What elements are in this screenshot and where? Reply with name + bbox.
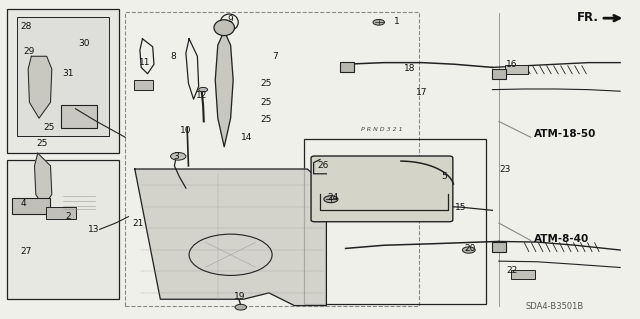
Text: P R N D 3 2 1: P R N D 3 2 1: [361, 127, 403, 132]
FancyBboxPatch shape: [511, 270, 534, 279]
Text: 26: 26: [317, 161, 329, 170]
FancyBboxPatch shape: [504, 65, 528, 74]
Text: 3: 3: [173, 152, 179, 161]
Text: 8: 8: [170, 52, 176, 61]
FancyBboxPatch shape: [12, 198, 50, 214]
FancyBboxPatch shape: [134, 80, 154, 90]
Text: SDA4-B3501B: SDA4-B3501B: [526, 302, 584, 311]
Text: 4: 4: [20, 199, 26, 208]
Circle shape: [373, 19, 385, 25]
Text: 29: 29: [24, 47, 35, 56]
Text: 9: 9: [228, 15, 234, 24]
Text: 30: 30: [78, 39, 90, 48]
Text: FR.: FR.: [577, 11, 598, 24]
Text: 18: 18: [404, 64, 415, 73]
Ellipse shape: [214, 20, 234, 36]
FancyBboxPatch shape: [17, 17, 109, 136]
Text: 20: 20: [465, 244, 476, 253]
Text: 15: 15: [455, 203, 467, 211]
Polygon shape: [28, 56, 52, 118]
Circle shape: [171, 152, 186, 160]
FancyBboxPatch shape: [7, 9, 119, 153]
Circle shape: [198, 87, 207, 92]
FancyBboxPatch shape: [340, 62, 355, 72]
Text: 23: 23: [499, 165, 511, 174]
Text: 31: 31: [62, 69, 74, 78]
Text: 25: 25: [36, 139, 48, 148]
Text: 2: 2: [65, 212, 70, 221]
Text: 25: 25: [260, 98, 271, 107]
FancyBboxPatch shape: [61, 105, 97, 128]
Polygon shape: [35, 153, 52, 206]
Text: 24: 24: [327, 193, 339, 202]
Text: 25: 25: [43, 123, 54, 132]
Text: 11: 11: [139, 58, 150, 67]
Polygon shape: [135, 169, 326, 306]
Circle shape: [324, 196, 338, 203]
Text: 17: 17: [417, 88, 428, 97]
Text: 5: 5: [442, 173, 447, 182]
Text: 21: 21: [132, 219, 144, 227]
Circle shape: [463, 247, 475, 253]
Text: ATM-8-40: ATM-8-40: [534, 234, 589, 244]
Text: ATM-18-50: ATM-18-50: [534, 129, 596, 139]
Text: 10: 10: [180, 126, 191, 135]
Text: 13: 13: [88, 225, 99, 234]
Polygon shape: [215, 31, 233, 147]
Text: 1: 1: [394, 17, 399, 26]
Text: 7: 7: [273, 52, 278, 61]
Text: 14: 14: [241, 133, 252, 142]
Text: 28: 28: [20, 22, 32, 31]
Text: 22: 22: [506, 266, 517, 275]
Text: 25: 25: [260, 115, 271, 124]
Circle shape: [235, 304, 246, 310]
Text: 25: 25: [260, 79, 271, 88]
FancyBboxPatch shape: [7, 160, 119, 299]
Text: 16: 16: [506, 60, 517, 69]
Text: 19: 19: [234, 292, 246, 300]
Text: 12: 12: [196, 92, 207, 100]
FancyBboxPatch shape: [46, 207, 76, 219]
FancyBboxPatch shape: [492, 242, 506, 252]
FancyBboxPatch shape: [492, 69, 506, 79]
Text: 27: 27: [20, 247, 32, 256]
FancyBboxPatch shape: [311, 156, 453, 222]
